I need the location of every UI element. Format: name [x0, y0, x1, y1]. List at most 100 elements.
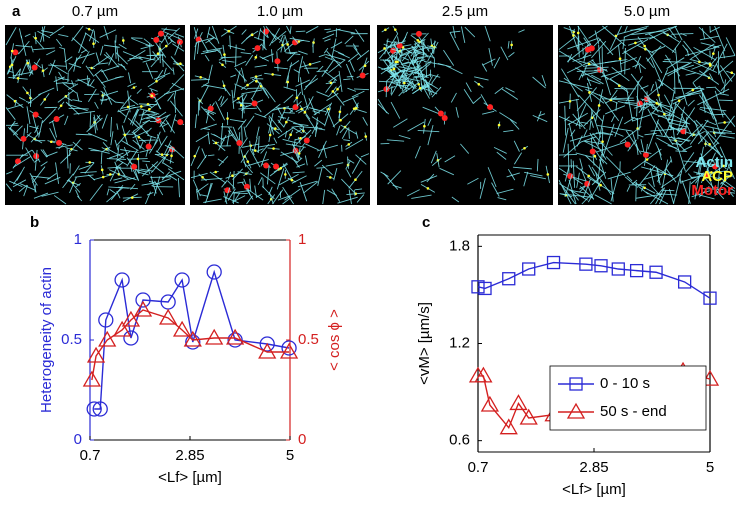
fiber: [658, 69, 669, 89]
fiber: [627, 139, 637, 152]
fiber: [585, 155, 605, 174]
fiber: [139, 108, 155, 114]
fiber: [148, 180, 161, 185]
fiber: [101, 65, 120, 73]
fiber: [156, 135, 168, 153]
fiber: [637, 134, 644, 138]
acp: [572, 34, 575, 37]
fiber: [303, 74, 317, 91]
fiber: [578, 71, 584, 81]
fiber: [193, 28, 199, 39]
fiber: [91, 56, 109, 69]
fiber: [595, 150, 605, 164]
acp: [250, 33, 254, 37]
fiber: [561, 68, 580, 98]
acp: [140, 105, 143, 108]
fiber: [582, 178, 591, 199]
fiber: [85, 65, 95, 77]
fiber: [109, 188, 117, 195]
acp: [339, 118, 342, 122]
fiber: [201, 81, 210, 88]
fiber: [26, 63, 32, 74]
fiber: [45, 151, 58, 157]
acp: [26, 91, 29, 95]
fiber: [266, 165, 270, 185]
fiber: [316, 91, 330, 98]
fiber: [55, 76, 58, 91]
fiber: [577, 25, 579, 51]
fiber: [353, 46, 362, 57]
motor: [703, 172, 710, 179]
fiber: [687, 173, 693, 179]
fiber: [626, 88, 633, 122]
fiber: [714, 25, 726, 52]
fiber: [400, 70, 406, 77]
fiber: [254, 64, 267, 68]
fiber: [196, 37, 215, 43]
fiber: [387, 40, 406, 49]
y-tick-label: 1.2: [449, 334, 470, 351]
fiber: [532, 114, 548, 123]
fiber: [330, 41, 343, 49]
fiber: [30, 175, 51, 179]
acp: [126, 105, 130, 109]
fiber: [343, 78, 351, 81]
fiber: [283, 112, 295, 114]
acp: [137, 135, 141, 139]
fiber: [566, 59, 594, 74]
acp: [43, 98, 47, 101]
motor: [157, 30, 164, 37]
marker: [133, 300, 153, 317]
fiber: [129, 98, 139, 106]
fiber: [17, 69, 21, 84]
fiber: [115, 52, 128, 65]
fiber: [232, 190, 249, 194]
fiber: [206, 26, 211, 39]
fiber: [218, 95, 223, 102]
fiber: [337, 196, 358, 204]
fiber: [657, 79, 675, 92]
acp: [657, 93, 660, 97]
fiber: [583, 140, 605, 145]
fiber: [623, 50, 646, 70]
acp: [708, 143, 711, 146]
fiber: [671, 40, 682, 53]
acp: [199, 76, 202, 79]
fiber: [101, 147, 110, 152]
fiber: [63, 83, 77, 94]
fiber: [86, 78, 91, 86]
fiber: [120, 149, 139, 153]
fiber: [316, 144, 338, 152]
fiber: [479, 178, 486, 199]
fiber: [379, 42, 393, 59]
fiber: [311, 116, 325, 126]
fiber: [678, 79, 688, 105]
fiber: [235, 44, 237, 67]
fiber: [675, 150, 688, 153]
fiber: [322, 145, 327, 159]
fiber: [239, 137, 248, 149]
fiber: [254, 36, 265, 42]
fiber: [217, 158, 224, 163]
legend-label: 50 s - end: [600, 403, 667, 420]
fiber: [427, 118, 432, 127]
fiber: [576, 135, 583, 147]
fiber: [597, 37, 614, 56]
fiber: [518, 29, 525, 33]
fiber: [220, 56, 242, 59]
acp: [403, 81, 406, 85]
fiber: [149, 87, 158, 92]
marker: [703, 291, 717, 305]
fiber: [709, 106, 721, 133]
fiber: [706, 86, 717, 89]
fiber: [572, 160, 576, 188]
fiber: [576, 172, 580, 188]
fiber: [698, 186, 710, 198]
fiber: [69, 104, 88, 112]
motor: [589, 148, 596, 155]
fiber: [322, 33, 335, 40]
fiber: [635, 181, 637, 202]
acp: [363, 64, 367, 68]
fiber: [276, 168, 285, 190]
